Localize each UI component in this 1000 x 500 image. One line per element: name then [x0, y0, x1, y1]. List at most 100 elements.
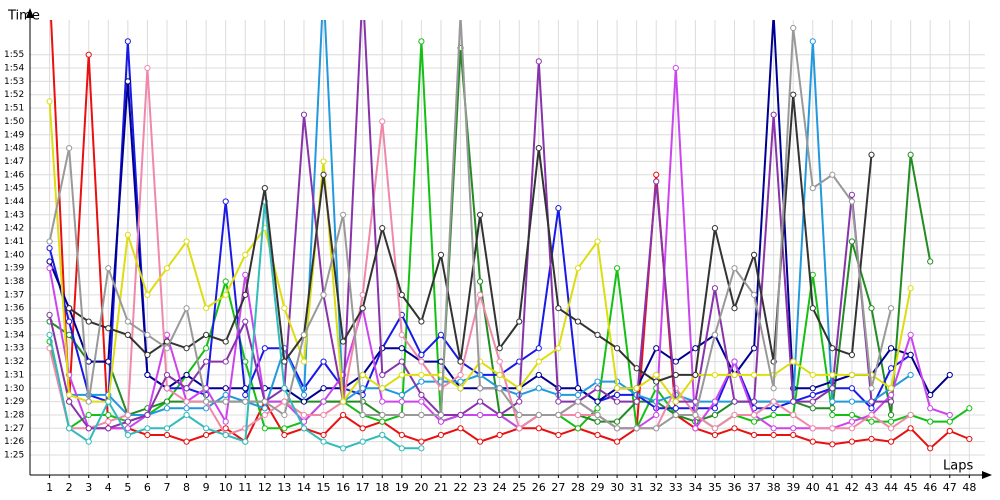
lap-point — [790, 24, 797, 32]
lap-point — [731, 265, 738, 272]
lap-point — [222, 358, 229, 365]
lap-point — [809, 38, 816, 45]
lap-point — [398, 291, 405, 298]
y-tick-label: 1:51 — [4, 104, 24, 114]
lap-point — [868, 305, 875, 312]
lap-point — [829, 385, 836, 392]
lap-point — [633, 385, 640, 392]
x-tick-label: 19 — [395, 481, 409, 494]
lap-point — [242, 398, 249, 405]
lap-point — [868, 405, 875, 412]
lap-point — [594, 405, 601, 412]
x-tick-label: 18 — [375, 481, 389, 494]
lap-point — [300, 111, 308, 118]
y-tick-label: 1:47 — [4, 157, 24, 167]
lap-point — [653, 171, 660, 178]
lap-point — [144, 431, 151, 439]
lap-point — [848, 371, 856, 379]
lap-point — [594, 431, 601, 439]
lap-point — [848, 198, 856, 205]
lap-point — [516, 318, 523, 325]
lap-point — [300, 358, 308, 365]
lap-point — [398, 358, 405, 365]
lap-point — [771, 12, 776, 17]
x-tick-label: 9 — [203, 481, 210, 494]
lap-point — [457, 371, 464, 379]
x-tick-label: 43 — [864, 481, 878, 494]
lap-point — [848, 351, 856, 359]
lap-point — [555, 398, 562, 405]
y-tick-label: 1:32 — [4, 357, 24, 367]
lap-point — [46, 331, 53, 338]
lap-point — [731, 371, 738, 379]
lap-point — [359, 305, 366, 312]
lap-point — [144, 371, 151, 379]
lap-point — [574, 391, 582, 399]
lap-point — [574, 265, 582, 272]
lap-point — [379, 225, 386, 232]
lap-point — [496, 431, 503, 439]
y-tick-label: 1:35 — [4, 317, 24, 327]
lap-point — [613, 385, 621, 392]
lap-point — [848, 398, 856, 405]
lap-point — [672, 411, 679, 419]
lap-point — [613, 438, 621, 445]
lap-point — [183, 238, 190, 245]
lap-point — [105, 265, 112, 272]
lap-point — [711, 371, 719, 379]
lap-point — [574, 318, 582, 325]
lap-point — [300, 398, 308, 405]
lap-point — [829, 371, 836, 379]
x-tick-label: 40 — [806, 481, 820, 494]
x-tick-label: 11 — [238, 481, 252, 494]
lap-point — [183, 411, 190, 419]
lap-point — [692, 345, 699, 352]
lap-point — [770, 425, 777, 432]
lap-point — [437, 411, 445, 419]
lap-point — [496, 358, 503, 365]
x-tick-label: 24 — [493, 481, 507, 494]
lap-point — [46, 238, 53, 245]
lap-point — [692, 371, 699, 379]
lap-point — [418, 38, 425, 45]
lap-point — [203, 331, 210, 338]
lap-point — [848, 238, 856, 245]
lap-point — [124, 418, 131, 425]
lap-point — [379, 398, 386, 405]
lap-point — [85, 318, 92, 325]
lap-point — [555, 411, 562, 419]
lap-point — [477, 398, 484, 405]
lap-point — [105, 425, 112, 432]
lap-point — [242, 358, 249, 365]
lap-point — [320, 431, 327, 439]
lap-point — [653, 425, 660, 432]
lap-point — [711, 425, 719, 432]
lap-point — [163, 371, 171, 379]
lap-point — [105, 358, 112, 365]
lap-point — [359, 425, 366, 432]
lap-point — [418, 445, 425, 452]
y-tick-label: 1:48 — [4, 144, 24, 154]
lap-point — [907, 371, 914, 379]
lap-point — [555, 305, 562, 312]
lap-point — [613, 425, 621, 432]
lap-point — [848, 385, 856, 392]
lap-point — [261, 398, 268, 405]
x-tick-label: 12 — [258, 481, 272, 494]
lap-point — [203, 305, 210, 312]
lap-point — [496, 345, 503, 352]
lap-point — [281, 358, 288, 365]
lap-point — [124, 331, 131, 338]
lap-point — [359, 438, 366, 445]
lap-point — [320, 411, 327, 419]
lap-point — [124, 231, 131, 238]
lap-point — [594, 378, 601, 385]
lap-point — [340, 338, 347, 345]
lap-point — [731, 398, 738, 405]
lap-point — [516, 411, 523, 419]
lap-point — [477, 211, 484, 218]
x-tick-label: 29 — [591, 481, 605, 494]
lap-point — [672, 371, 679, 379]
lap-point — [203, 431, 210, 439]
